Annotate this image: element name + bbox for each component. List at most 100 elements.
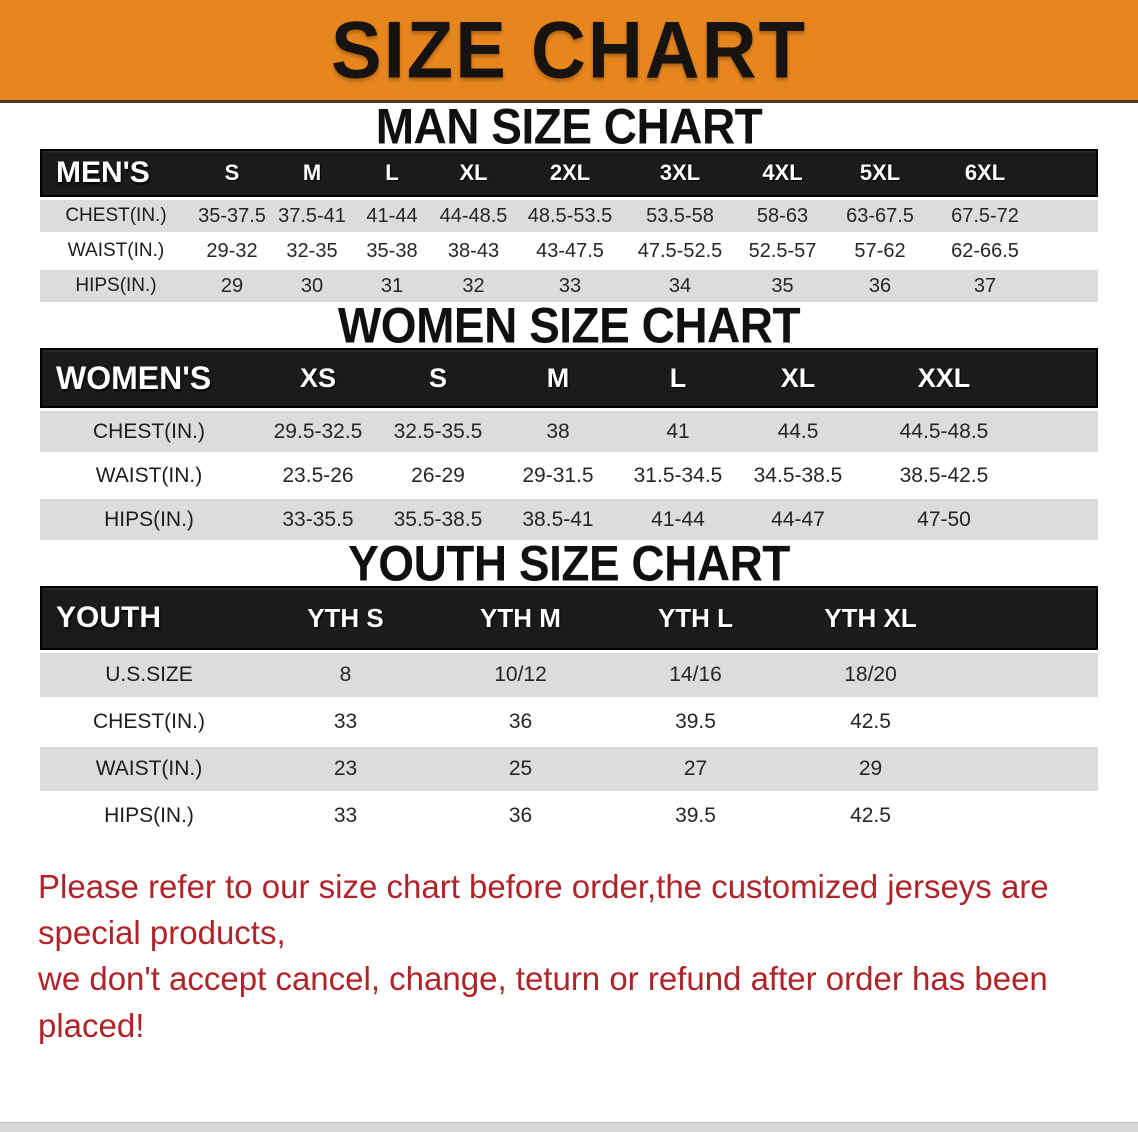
banner: SIZE CHART	[0, 0, 1138, 103]
size-cell: 35-37.5	[198, 204, 266, 227]
size-cell: 38.5-42.5	[899, 463, 989, 487]
size-cell: 33	[333, 710, 358, 733]
table-row: HIPS(IN.) 33 36 39.5 42.5	[40, 794, 1098, 838]
row-label: HIPS(IN.)	[75, 275, 157, 296]
column-header: XL	[780, 362, 816, 393]
row-label: HIPS(IN.)	[104, 507, 194, 531]
size-cell: 35.5-38.5	[393, 507, 483, 531]
size-cell: 8	[339, 663, 352, 686]
size-cell: 14/16	[669, 663, 722, 686]
size-cell: 36	[868, 274, 892, 297]
size-cell: 32-35	[286, 239, 338, 262]
column-header: L	[669, 362, 687, 393]
size-cell: 36	[508, 710, 533, 733]
table-header-row: MEN'S S M L XL 2XL 3XL 4XL 5XL 6XL	[40, 149, 1098, 197]
size-cell: 57-62	[854, 239, 906, 262]
column-header: 2XL	[549, 160, 591, 185]
bottom-edge-strip	[0, 1122, 1138, 1132]
size-cell: 25	[508, 757, 533, 780]
row-label: HIPS(IN.)	[104, 804, 194, 827]
banner-title: SIZE CHART	[331, 4, 807, 96]
size-cell: 36	[508, 804, 533, 827]
size-cell: 35	[771, 274, 794, 297]
size-cell: 44.5-48.5	[899, 419, 989, 443]
youth-section-heading: YOUTH SIZE CHART	[348, 534, 790, 592]
table-title: MEN'S	[56, 156, 150, 189]
size-cell: 34.5-38.5	[753, 463, 843, 487]
size-cell: 41-44	[366, 204, 418, 227]
row-label: U.S.SIZE	[105, 663, 193, 686]
size-cell: 29.5-32.5	[273, 419, 363, 443]
column-header: XS	[299, 362, 337, 393]
size-cell: 27	[683, 757, 708, 780]
size-cell: 38-43	[447, 239, 500, 262]
women-section-heading: WOMEN SIZE CHART	[337, 296, 801, 354]
size-cell: 62-66.5	[951, 239, 1019, 262]
size-cell: 52.5-57	[748, 239, 817, 262]
column-header: 5XL	[859, 160, 901, 185]
column-header: YTH S	[307, 602, 384, 633]
size-cell: 29	[220, 274, 244, 297]
size-cell: 29	[858, 757, 883, 780]
column-header: YTH M	[480, 602, 561, 633]
size-cell: 47-50	[917, 507, 971, 531]
column-header: YTH L	[657, 602, 734, 633]
size-cell: 33	[558, 274, 582, 297]
column-header: M	[302, 160, 322, 185]
size-cell: 63-67.5	[846, 204, 914, 227]
table-row: CHEST(IN.) 35-37.5 37.5-41 41-44 44-48.5 48.5…	[40, 200, 1098, 232]
size-cell: 47.5-52.5	[637, 239, 723, 262]
table-row: CHEST(IN.) 29.5-32.5 32.5-35.5 38 41 44.5 44.5…	[40, 411, 1098, 452]
row-label: CHEST(IN.)	[93, 419, 205, 443]
table-row: HIPS(IN.) 33-35.5 35.5-38.5 38.5-41 41-44 44-…	[40, 499, 1098, 540]
table-row: HIPS(IN.) 29 30 31 32 33 34 35 36 37	[40, 270, 1098, 302]
size-cell: 32	[462, 274, 485, 297]
size-cell: 67.5-72	[951, 204, 1019, 227]
men-size-table: MEN'S S M L XL 2XL 3XL 4XL 5XL 6XL CHEST(IN.) 35-37…	[40, 149, 1098, 302]
size-cell: 34	[668, 274, 692, 297]
size-cell: 32.5-35.5	[393, 419, 483, 443]
column-header: S	[224, 160, 240, 185]
size-cell: 35-38	[366, 239, 418, 262]
size-cell: 29-31.5	[522, 463, 594, 487]
size-cell: 43-47.5	[536, 239, 604, 262]
size-cell: 18/20	[844, 663, 897, 686]
row-label: CHEST(IN.)	[93, 710, 205, 733]
size-cell: 23.5-26	[282, 463, 354, 487]
table-title: WOMEN'S	[56, 359, 212, 396]
size-cell: 38	[546, 419, 570, 443]
size-cell: 33	[333, 804, 358, 827]
size-cell: 41	[666, 419, 690, 443]
table-header-row: YOUTH YTH S YTH M YTH L YTH XL	[40, 586, 1098, 650]
size-cell: 42.5	[850, 804, 891, 827]
size-cell: 44-48.5	[439, 204, 508, 227]
table-row: WAIST(IN.) 23.5-26 26-29 29-31.5 31.5-34.5 34…	[40, 455, 1098, 496]
table-row: U.S.SIZE 8 10/12 14/16 18/20	[40, 653, 1098, 697]
footer-note-line-2: we don't accept cancel, change, teturn o…	[38, 960, 1048, 1044]
size-cell: 30	[300, 274, 324, 297]
size-cell: 29-32	[206, 239, 258, 262]
table-title: YOUTH	[56, 601, 161, 634]
column-header: L	[385, 160, 399, 185]
column-header: XL	[459, 160, 488, 185]
size-cell: 44.5	[777, 419, 819, 443]
size-cell: 53.5-58	[646, 204, 714, 227]
row-label: WAIST(IN.)	[95, 757, 203, 780]
column-header: S	[428, 362, 447, 393]
table-row: CHEST(IN.) 33 36 39.5 42.5	[40, 700, 1098, 744]
column-header: M	[546, 362, 570, 393]
row-label: CHEST(IN.)	[65, 205, 167, 226]
men-section-heading: MAN SIZE CHART	[375, 97, 763, 155]
column-header: 3XL	[659, 160, 701, 185]
size-cell: 33-35.5	[282, 507, 354, 531]
size-cell: 31	[380, 274, 404, 297]
size-cell: 10/12	[494, 663, 547, 686]
size-cell: 58-63	[756, 204, 809, 227]
footer-note: Please refer to our size chart before or…	[38, 864, 1118, 1049]
size-cell: 26-29	[411, 463, 465, 487]
column-header: YTH XL	[824, 602, 917, 633]
footer-note-line-1: Please refer to our size chart before or…	[38, 868, 1049, 952]
size-cell: 38.5-41	[522, 507, 594, 531]
row-label: WAIST(IN.)	[67, 240, 165, 261]
